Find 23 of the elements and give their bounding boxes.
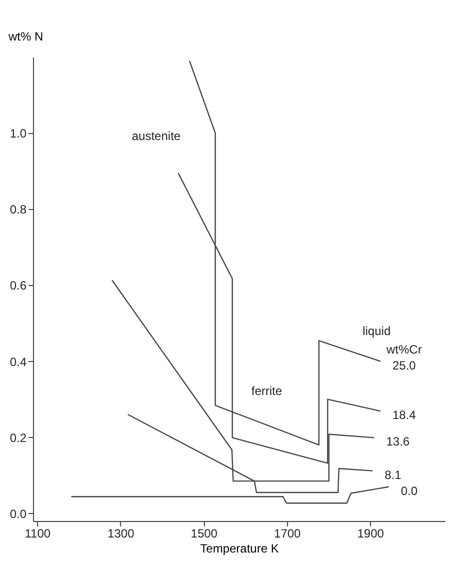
- x-tick-label: 1100: [24, 526, 51, 540]
- series-label: 13.6: [386, 434, 410, 449]
- series-label: 8.1: [384, 468, 402, 482]
- y-axis-title: wt% N: [8, 30, 44, 44]
- y-tick-label: 0.8: [10, 202, 27, 217]
- series-label: 25.0: [392, 358, 416, 372]
- y-tick-label: 1.0: [10, 126, 27, 141]
- y-tick-label: 0.0: [10, 506, 27, 521]
- x-tick-label: 1700: [274, 526, 302, 540]
- series-label: 0.0: [400, 484, 418, 498]
- x-tick-label: 1900: [357, 526, 384, 540]
- line-series: [70, 486, 390, 504]
- series-label: 18.4: [392, 408, 416, 422]
- y-tick-label: 0.2: [10, 430, 27, 445]
- y-tick-label: 0.4: [10, 354, 27, 369]
- y-tick-label: 0.6: [10, 278, 27, 293]
- annotation: ferrite: [251, 384, 282, 398]
- annotation: liquid: [362, 324, 391, 338]
- x-tick-label: 1500: [190, 526, 218, 540]
- legend-title: wt%Cr: [385, 342, 422, 356]
- x-axis-title: Temperature K: [200, 542, 279, 556]
- annotation: austenite: [132, 128, 181, 143]
- x-tick-label: 1300: [108, 526, 135, 540]
